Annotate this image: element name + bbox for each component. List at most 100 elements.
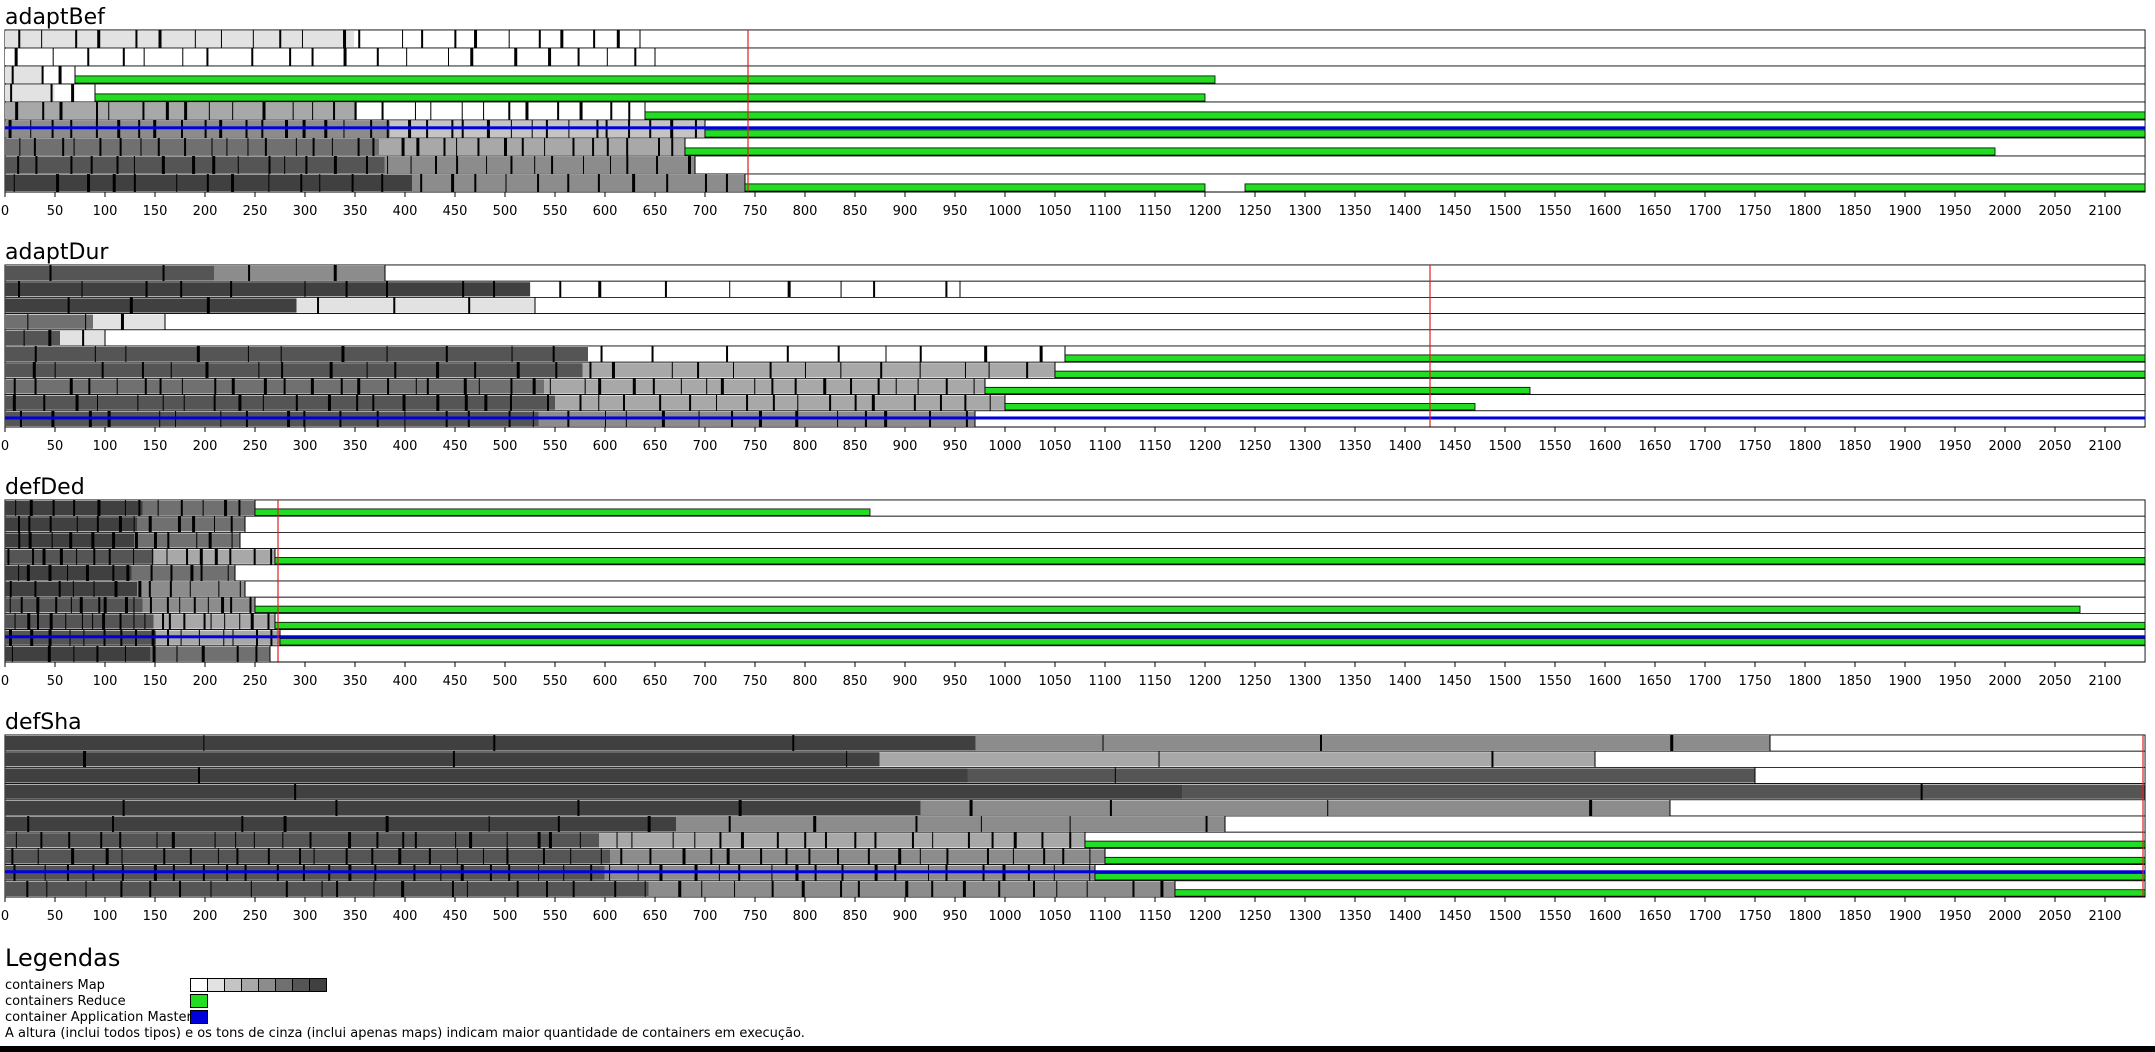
x-tick-label: 1600 [1588, 909, 1621, 924]
x-tick-label: 1850 [1838, 204, 1871, 219]
x-tick-label: 500 [493, 204, 518, 219]
map-shade-swatch [292, 978, 310, 992]
map-segment [975, 736, 1770, 751]
container-row [4, 734, 2146, 752]
bottom-border [0, 1046, 2155, 1052]
x-tick-label: 600 [593, 204, 618, 219]
x-tick-label: 1100 [1088, 439, 1121, 454]
x-tick-label: 400 [393, 674, 418, 689]
map-segment [131, 565, 235, 580]
x-tick-label: 1800 [1788, 674, 1821, 689]
reduce-segment [1064, 354, 2146, 362]
x-tick-label: 1200 [1188, 674, 1221, 689]
x-tick-label: 1550 [1538, 674, 1571, 689]
map-segment [1182, 784, 2145, 799]
x-tick-label: 1950 [1938, 674, 1971, 689]
container-row [4, 280, 2146, 298]
x-tick-label: 0 [1, 204, 9, 219]
x-tick-label: 1300 [1288, 204, 1321, 219]
x-tick-label: 300 [293, 909, 318, 924]
map-segment [357, 103, 645, 119]
x-tick-label: 1650 [1638, 204, 1671, 219]
x-tick-label: 500 [493, 674, 518, 689]
x-tick-label: 1950 [1938, 909, 1971, 924]
legend-note: A altura (inclui todos tipos) e os tons … [5, 1026, 805, 1041]
map-segment [214, 266, 385, 281]
x-tick-label: 100 [93, 204, 118, 219]
panel-adaptDur: adaptDur 0 50 100 150 200 250 300 350 400 450 500 55… [1, 240, 2146, 454]
x-tick-label: 50 [47, 439, 64, 454]
container-row [4, 394, 2146, 412]
map-segment [555, 395, 1005, 410]
map-segment [354, 31, 640, 47]
map-segment [544, 379, 985, 394]
x-tick-label: 700 [693, 909, 718, 924]
app-master-segment [5, 870, 2145, 874]
map-segment [588, 347, 1065, 362]
x-tick-label: 800 [793, 674, 818, 689]
row-frame [4, 580, 2146, 598]
x-tick-label: 1000 [988, 909, 1021, 924]
x-tick-label: 350 [343, 909, 368, 924]
container-row [4, 613, 2146, 631]
map-shade-swatch [275, 978, 293, 992]
map-segment [599, 833, 1085, 848]
container-row [4, 329, 2146, 347]
x-tick-label: 2000 [1988, 909, 2021, 924]
x-tick-label: 1100 [1088, 909, 1121, 924]
x-tick-label: 1150 [1138, 674, 1171, 689]
x-tick-label: 150 [143, 439, 168, 454]
map-segment [5, 103, 357, 119]
app-master-segment [5, 416, 2145, 420]
map-shade-swatch [241, 978, 259, 992]
x-tick-label: 1850 [1838, 909, 1871, 924]
container-row [4, 313, 2146, 331]
container-row [4, 101, 2146, 121]
map-segment [530, 282, 960, 297]
map-segment [5, 817, 676, 832]
reduce-segment [254, 508, 871, 516]
legend: Legendas containers Map containers Reduc… [5, 944, 905, 1044]
x-tick-label: 200 [193, 674, 218, 689]
container-row [4, 83, 2146, 103]
x-tick-label: 1400 [1388, 439, 1421, 454]
x-tick-label: 1150 [1138, 909, 1171, 924]
x-tick-label: 1200 [1188, 204, 1221, 219]
x-tick-label: 0 [1, 909, 9, 924]
x-tick-label: 350 [343, 204, 368, 219]
x-tick-label: 100 [93, 439, 118, 454]
x-tick-label: 1400 [1388, 674, 1421, 689]
map-segment [5, 646, 151, 661]
x-tick-label: 950 [943, 439, 968, 454]
container-row [4, 65, 2146, 85]
reduce-segment [1054, 370, 2146, 378]
x-tick-label: 350 [343, 439, 368, 454]
reduce-segment [744, 183, 1206, 192]
container-row [4, 880, 2146, 898]
reduce-segment [279, 638, 2146, 646]
x-tick-label: 200 [193, 439, 218, 454]
container-row [4, 137, 2146, 157]
x-tick-label: 900 [893, 674, 918, 689]
x-tick-label: 950 [943, 204, 968, 219]
panel-title: adaptBef [5, 5, 106, 30]
x-tick-label: 2100 [2088, 204, 2121, 219]
container-row [4, 173, 2146, 193]
map-segment [5, 330, 60, 345]
x-tick-label: 1450 [1438, 439, 1471, 454]
panel-title: defDed [5, 475, 85, 500]
x-tick-label: 1300 [1288, 439, 1321, 454]
x-tick-label: 1100 [1088, 674, 1121, 689]
legend-heading: Legendas [5, 944, 121, 972]
x-tick-label: 1950 [1938, 204, 1971, 219]
x-tick-label: 2050 [2038, 439, 2071, 454]
map-segment [5, 67, 44, 83]
x-tick-label: 1900 [1888, 204, 1921, 219]
x-tick-label: 1500 [1488, 439, 1521, 454]
x-tick-label: 0 [1, 439, 9, 454]
x-tick-label: 150 [143, 909, 168, 924]
map-segment [54, 85, 95, 101]
x-tick-label: 850 [843, 439, 868, 454]
x-tick-label: 1300 [1288, 909, 1321, 924]
map-segment [384, 157, 695, 173]
